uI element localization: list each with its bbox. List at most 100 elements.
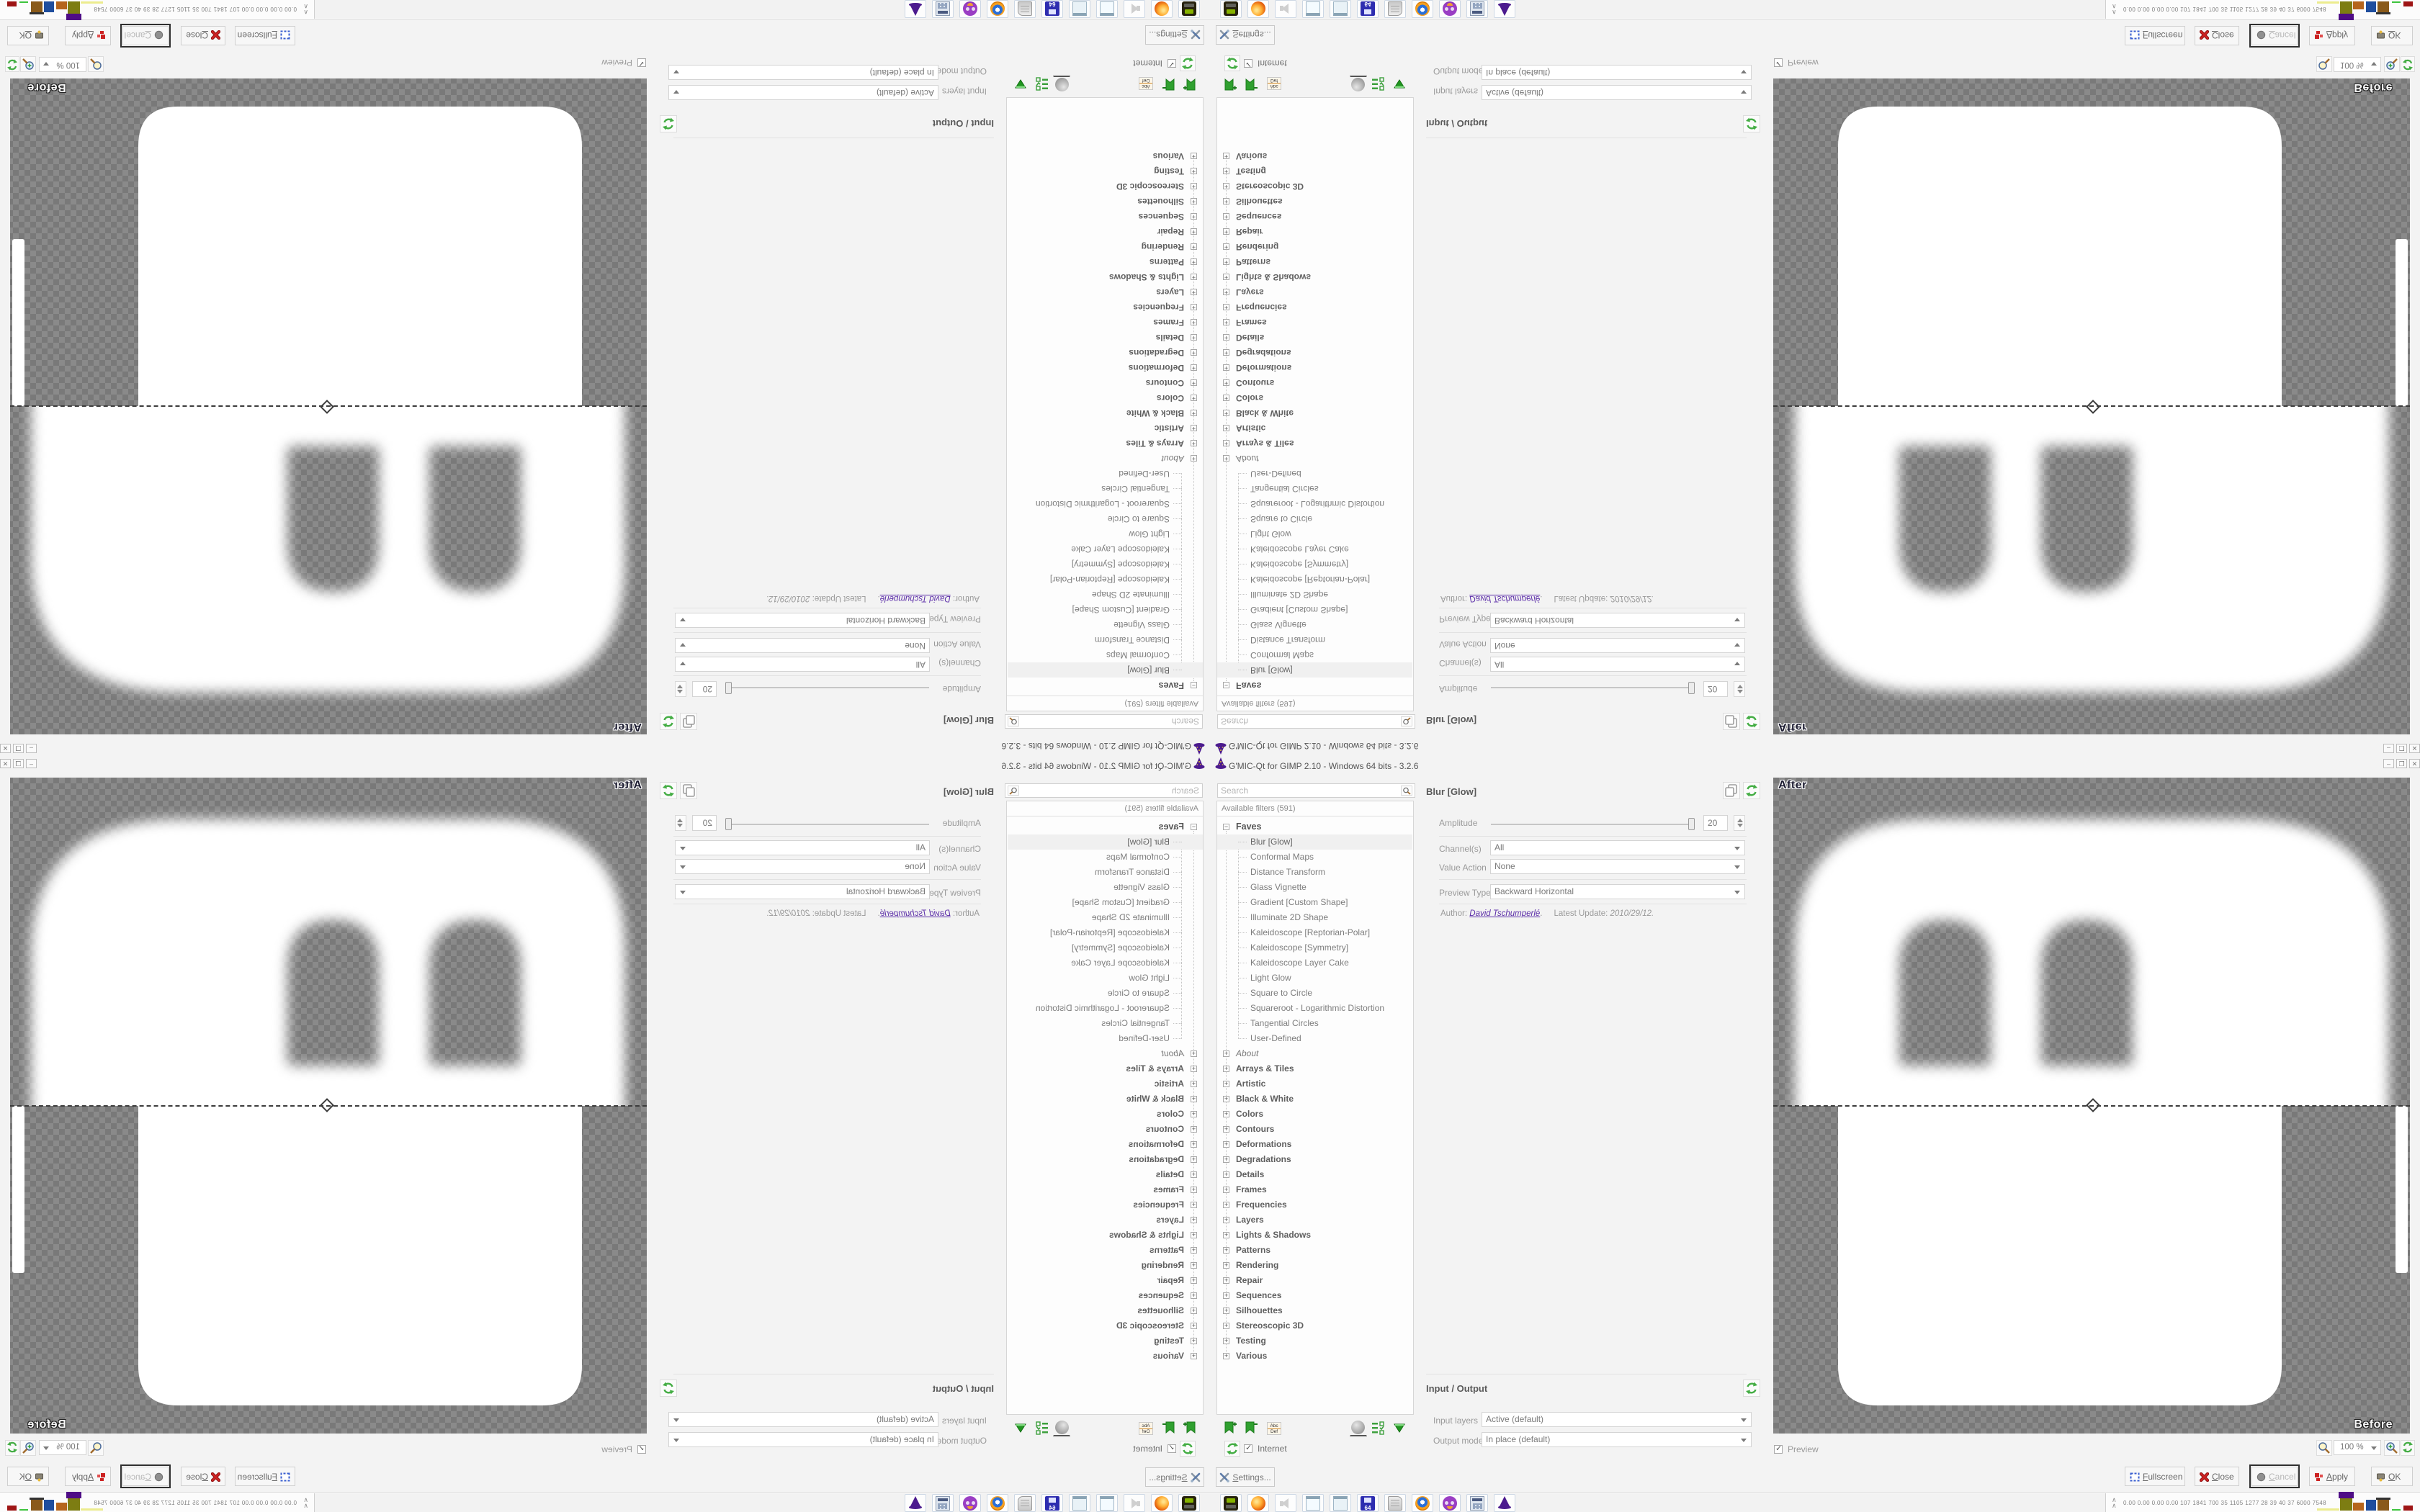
- tree-category[interactable]: Rendering: [1008, 1258, 1203, 1273]
- gimp-taskbar-icon[interactable]: [1220, 1494, 1242, 1512]
- settings-button[interactable]: Settings...: [1145, 25, 1204, 45]
- tree-filter-item[interactable]: Light Glow: [1008, 971, 1203, 986]
- tree-category[interactable]: Artistic: [1008, 1076, 1203, 1092]
- expand-collapse-arrow-button[interactable]: [1391, 76, 1408, 93]
- expand-icon[interactable]: [1223, 379, 1229, 386]
- tree-category[interactable]: Stereoscopic 3D: [1008, 1318, 1203, 1333]
- tree-filter-item[interactable]: Light Glow: [1008, 526, 1203, 541]
- amplitude-value[interactable]: 20: [1703, 815, 1728, 831]
- tree-category[interactable]: Testing: [1217, 1333, 1412, 1349]
- expand-icon[interactable]: [1191, 153, 1197, 159]
- tree-category[interactable]: Black & White: [1217, 1092, 1412, 1107]
- tree-filter-item[interactable]: Distance Transform: [1217, 865, 1412, 880]
- tree-category[interactable]: Repair: [1217, 1273, 1412, 1288]
- tree-filter-item[interactable]: Tangential Circles: [1008, 481, 1203, 496]
- zoom-in-icon[interactable]: [2384, 1440, 2400, 1456]
- tree-category[interactable]: Rendering: [1008, 239, 1203, 254]
- tree-category-faves[interactable]: Faves: [1008, 819, 1203, 834]
- tree-category[interactable]: Silhouettes: [1008, 1303, 1203, 1318]
- preview-refresh-icon[interactable]: [5, 56, 19, 72]
- script-taskbar-icon[interactable]: [1384, 1494, 1406, 1512]
- expand-icon[interactable]: [1223, 455, 1229, 462]
- input-layers-select[interactable]: Active (default): [668, 1412, 938, 1427]
- amplitude-slider-handle[interactable]: [1688, 818, 1695, 830]
- tree-filter-item[interactable]: User-Defined: [1217, 466, 1412, 481]
- filter-list-view-button[interactable]: [1370, 76, 1387, 93]
- add-fave-button[interactable]: [1181, 76, 1198, 93]
- expand-icon[interactable]: [1223, 1141, 1229, 1148]
- search-icon[interactable]: [1401, 786, 1412, 796]
- reset-filter-icon[interactable]: [660, 782, 677, 799]
- expand-icon[interactable]: [1223, 1187, 1229, 1193]
- tree-filter-item[interactable]: Square to Circle: [1217, 511, 1412, 526]
- zoom-level-select[interactable]: 100 %: [39, 57, 86, 72]
- update-filters-button[interactable]: [1224, 55, 1240, 71]
- tree-filter-item[interactable]: Kaleidoscope [Reptorian-Polar]: [1217, 925, 1412, 940]
- expand-icon[interactable]: [1191, 334, 1197, 341]
- tree-category[interactable]: Testing: [1008, 163, 1203, 179]
- tree-category[interactable]: Contours: [1008, 375, 1203, 390]
- amplitude-slider[interactable]: [1491, 824, 1691, 825]
- search-icon[interactable]: [1401, 716, 1412, 726]
- tree-filter-item[interactable]: Illuminate 2D Shape: [1217, 910, 1412, 925]
- expand-icon[interactable]: [1223, 1096, 1229, 1102]
- tree-filter-item[interactable]: Gradient [Custom Shape]: [1217, 602, 1412, 617]
- expand-icon[interactable]: [1191, 364, 1197, 371]
- expand-icon[interactable]: [1191, 1081, 1197, 1087]
- expand-icon[interactable]: [1223, 395, 1229, 401]
- tree-category[interactable]: Frames: [1217, 1182, 1412, 1197]
- window-close-button[interactable]: ✕: [0, 759, 11, 768]
- expand-icon[interactable]: [1191, 379, 1197, 386]
- tree-category[interactable]: Colors: [1008, 1107, 1203, 1122]
- expand-icon[interactable]: [1223, 198, 1229, 204]
- avatar-taskbar-icon[interactable]: [1439, 1494, 1461, 1512]
- zoom-level-select[interactable]: 100 %: [2334, 1440, 2381, 1455]
- minimize-button[interactable]: –: [2383, 759, 2394, 768]
- tree-category-faves[interactable]: Faves: [1217, 678, 1412, 693]
- tree-filter-item[interactable]: User-Defined: [1008, 1031, 1203, 1046]
- search-icon[interactable]: [1008, 786, 1019, 796]
- channels-select[interactable]: All: [1490, 657, 1745, 672]
- tree-category[interactable]: Colors: [1217, 1107, 1412, 1122]
- tree-category[interactable]: Patterns: [1217, 254, 1412, 269]
- tree-filter-item[interactable]: Square to Circle: [1008, 511, 1203, 526]
- tree-filter-item[interactable]: Square to Circle: [1217, 986, 1412, 1001]
- maximize-button[interactable]: ❐: [2396, 744, 2407, 753]
- tree-category[interactable]: Repair: [1008, 1273, 1203, 1288]
- tree-filter-item[interactable]: Kaleidoscope Layer Cake: [1217, 541, 1412, 557]
- expand-icon[interactable]: [1223, 1050, 1229, 1057]
- apply-button[interactable]: Apply: [65, 26, 111, 45]
- maximize-button[interactable]: ❐: [13, 744, 24, 753]
- amplitude-slider-handle[interactable]: [1688, 682, 1695, 694]
- reset-filter-icon[interactable]: [1743, 713, 1760, 730]
- tree-category[interactable]: Arrays & Tiles: [1008, 436, 1203, 451]
- tree-category[interactable]: Arrays & Tiles: [1217, 1061, 1412, 1076]
- tree-filter-item[interactable]: Kaleidoscope Layer Cake: [1217, 955, 1412, 971]
- expand-icon[interactable]: [1223, 1308, 1229, 1314]
- tree-category[interactable]: Degradations: [1008, 345, 1203, 360]
- save64-taskbar-icon[interactable]: 64: [1357, 1494, 1379, 1512]
- amplitude-value[interactable]: 20: [1703, 681, 1728, 697]
- output-mode-select[interactable]: In place (default): [1482, 1432, 1752, 1447]
- tree-category[interactable]: Arrays & Tiles: [1008, 1061, 1203, 1076]
- tree-category[interactable]: Lights & Shadows: [1217, 1228, 1412, 1243]
- tree-category[interactable]: Arrays & Tiles: [1217, 436, 1412, 451]
- copy-command-icon[interactable]: [680, 782, 697, 799]
- tree-filter-item[interactable]: Square to Circle: [1008, 986, 1203, 1001]
- maximize-button[interactable]: ❐: [13, 759, 24, 768]
- expand-icon[interactable]: [1191, 1141, 1197, 1148]
- filter-list-view-button[interactable]: [1033, 1419, 1050, 1436]
- expand-icon[interactable]: [1191, 1277, 1197, 1284]
- tree-category[interactable]: Deformations: [1008, 1137, 1203, 1152]
- tree-category[interactable]: Details: [1217, 1167, 1412, 1182]
- tree-category[interactable]: Black & White: [1008, 405, 1203, 420]
- muted-volume-taskbar-icon[interactable]: [1275, 1494, 1296, 1512]
- tree-filter-item[interactable]: Squareroot - Logarithmic Distortion: [1217, 1001, 1412, 1016]
- tree-category-about[interactable]: About: [1217, 1046, 1412, 1061]
- expand-icon[interactable]: [1223, 319, 1229, 325]
- zoom-in-icon[interactable]: [20, 1440, 36, 1456]
- tree-category[interactable]: Deformations: [1217, 1137, 1412, 1152]
- tree-filter-item[interactable]: Kaleidoscope [Reptorian-Polar]: [1008, 572, 1203, 587]
- author-link[interactable]: David Tschumperlé: [1469, 909, 1541, 918]
- amplitude-slider-handle[interactable]: [725, 818, 732, 830]
